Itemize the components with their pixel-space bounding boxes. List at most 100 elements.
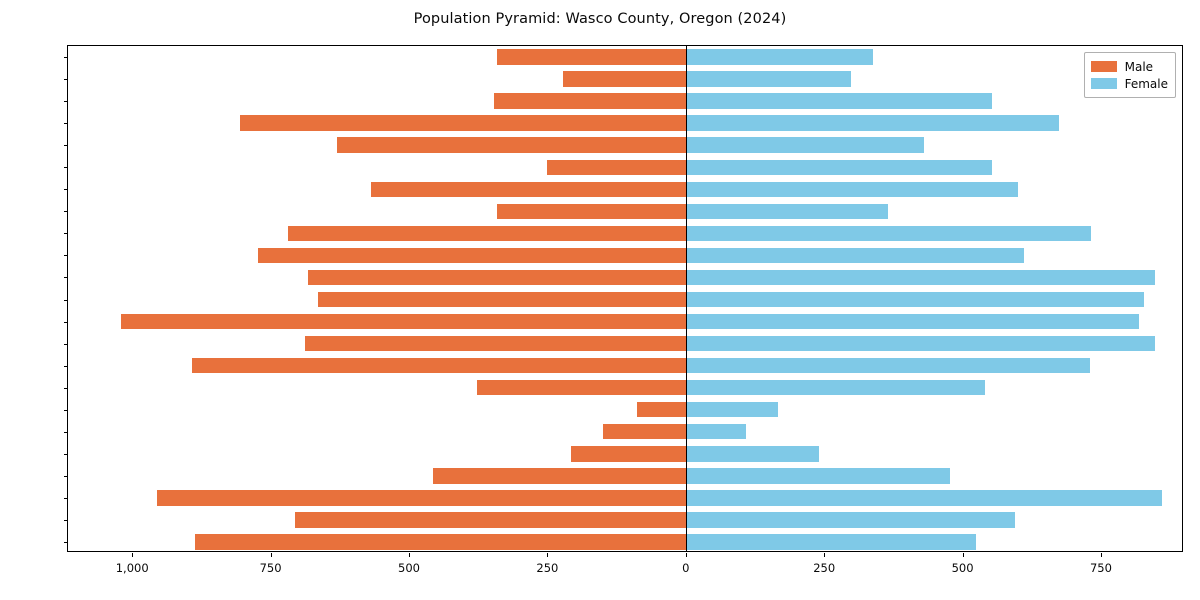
x-axis-tick-label: 250 xyxy=(536,561,559,575)
x-axis-tick-label: 0 xyxy=(682,561,690,575)
x-axis-tick-label: 750 xyxy=(1089,561,1112,575)
bar-female xyxy=(685,269,1156,286)
y-axis-tick-mark xyxy=(64,475,68,477)
y-axis-tick-mark xyxy=(64,409,68,411)
legend-label: Female xyxy=(1124,76,1168,91)
bar-male xyxy=(287,225,686,242)
bar-female xyxy=(685,446,820,462)
bar-female xyxy=(685,203,888,220)
bar-male xyxy=(308,269,686,286)
bar-row xyxy=(68,291,1182,308)
bar-row xyxy=(68,269,1182,286)
x-axis-tick-mark xyxy=(1100,553,1102,557)
bar-female xyxy=(685,357,1090,374)
bar-male xyxy=(294,512,686,528)
chart-title: Population Pyramid: Wasco County, Oregon… xyxy=(413,11,787,27)
bar-female xyxy=(685,402,779,418)
bar-female xyxy=(685,534,976,550)
bar-row xyxy=(68,468,1182,484)
y-axis-tick-mark xyxy=(64,431,68,433)
x-axis-tick-mark xyxy=(685,553,687,557)
bar-female xyxy=(685,291,1145,308)
bar-female xyxy=(685,181,1018,197)
x-axis-tick-mark xyxy=(270,553,272,557)
x-axis-tick-label: 500 xyxy=(398,561,420,575)
bar-male xyxy=(571,446,686,462)
bar-row xyxy=(68,402,1182,418)
bar-female xyxy=(685,71,851,87)
bar-row xyxy=(68,490,1182,506)
bar-row xyxy=(68,181,1182,197)
y-axis-tick-mark xyxy=(64,57,68,59)
x-axis-tick-label: 250 xyxy=(813,561,836,575)
y-axis-tick-mark xyxy=(64,189,68,191)
bar-female xyxy=(685,313,1139,330)
bar-row xyxy=(68,313,1182,330)
bar-row xyxy=(68,247,1182,264)
y-axis-tick-mark xyxy=(64,79,68,81)
bar-female xyxy=(685,335,1156,352)
bar-male xyxy=(602,424,686,440)
legend-entry[interactable]: Female xyxy=(1090,75,1168,92)
y-axis-tick-mark xyxy=(64,167,68,169)
bar-female xyxy=(685,490,1163,506)
x-axis-tick-label: 750 xyxy=(259,561,282,575)
x-axis-tick-mark xyxy=(547,553,549,557)
bar-female xyxy=(685,49,874,65)
bar-female xyxy=(685,137,924,153)
bar-row xyxy=(68,225,1182,242)
y-axis-tick-mark xyxy=(64,519,68,521)
y-axis-tick-mark xyxy=(64,211,68,213)
bar-male xyxy=(239,115,686,131)
bar-male xyxy=(194,534,686,550)
y-axis-tick-mark xyxy=(64,233,68,235)
zero-axis-line xyxy=(685,46,687,551)
bar-row xyxy=(68,159,1182,175)
bar-female xyxy=(685,379,986,396)
bar-male xyxy=(476,379,686,396)
y-axis-tick-mark xyxy=(64,299,68,301)
bar-female xyxy=(685,93,993,109)
x-axis-tick-label: 1,000 xyxy=(115,561,149,575)
y-axis-tick-mark xyxy=(64,101,68,103)
plot-area: 85+80-8475-7970-7467-6965-6662-6460-6155… xyxy=(64,45,1183,575)
bar-male xyxy=(121,313,686,330)
bar-male xyxy=(317,291,686,308)
bar-male xyxy=(371,181,686,197)
y-axis-tick-mark xyxy=(64,497,68,499)
bar-row xyxy=(68,93,1182,109)
bar-female xyxy=(685,512,1015,528)
bar-male xyxy=(192,357,686,374)
bars-layer xyxy=(68,46,1182,551)
y-axis-tick-mark xyxy=(64,387,68,389)
bar-male xyxy=(636,402,686,418)
bar-male xyxy=(547,159,686,175)
x-axis-tick-label: 500 xyxy=(951,561,974,575)
bar-male xyxy=(305,335,686,352)
y-axis-tick-mark xyxy=(64,453,68,455)
legend-swatch-icon xyxy=(1090,61,1117,72)
y-axis-tick-mark xyxy=(64,145,68,147)
y-axis-tick-mark xyxy=(64,277,68,279)
bar-female xyxy=(685,424,747,440)
y-axis-tick-mark xyxy=(64,343,68,345)
legend: Male Female xyxy=(1083,52,1176,98)
bar-male xyxy=(337,137,686,153)
y-axis-tick-mark xyxy=(64,123,68,125)
y-axis-tick-mark xyxy=(64,365,68,367)
bar-male xyxy=(562,71,686,87)
bar-male xyxy=(493,93,686,109)
bar-female xyxy=(685,159,993,175)
bar-row xyxy=(68,357,1182,374)
legend-entry[interactable]: Male xyxy=(1090,58,1168,75)
x-axis-tick-mark xyxy=(824,553,826,557)
y-axis-tick-mark xyxy=(64,541,68,543)
bar-row xyxy=(68,115,1182,131)
bar-row xyxy=(68,49,1182,65)
bar-male xyxy=(497,49,686,65)
bar-male xyxy=(258,247,686,264)
bar-row xyxy=(68,534,1182,550)
bar-female xyxy=(685,115,1059,131)
bar-female xyxy=(685,247,1024,264)
y-axis-tick-mark xyxy=(64,321,68,323)
